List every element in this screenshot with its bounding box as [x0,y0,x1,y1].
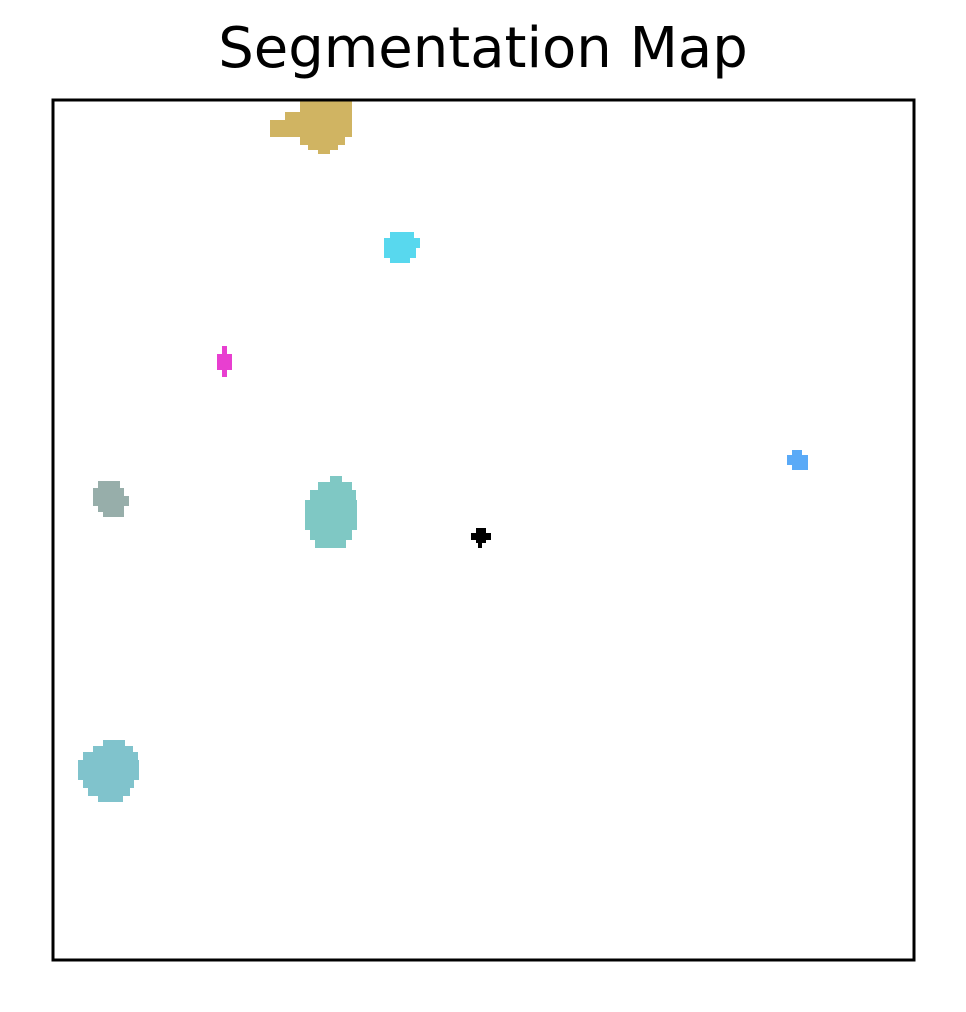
segment-pixel-block [318,150,330,154]
segment-pixel-block [103,512,124,517]
segment-pixel-block [384,248,416,258]
segment-region [384,232,420,263]
segment-region [787,450,808,470]
segment-region [270,100,352,154]
segment-pixel-block [93,488,124,496]
segment-pixel-block [310,530,352,540]
segment-pixel-block [787,455,808,465]
segment-pixel-block [390,258,410,263]
segment-pixel-block [93,746,133,752]
segment-pixel-block [330,476,342,482]
segment-pixel-block [103,740,125,746]
segment-pixel-block [270,120,352,137]
segment-regions [78,100,808,802]
segment-pixel-block [217,354,232,370]
segment-pixel-block [300,100,352,112]
segment-region [305,476,357,548]
segment-pixel-block [98,796,123,802]
segment-pixel-block [310,490,356,500]
segment-pixel-block [98,481,120,488]
segment-pixel-block [78,760,139,780]
segment-pixel-block [83,780,134,788]
segment-pixel-block [792,465,808,470]
segment-pixel-block [83,752,138,760]
segment-pixel-block [478,543,482,548]
segment-pixel-block [222,346,227,354]
segment-pixel-block [308,145,338,150]
segment-pixel-block [315,540,346,548]
plot-frame [51,98,916,962]
segment-pixel-block [98,506,124,512]
segment-region [93,481,129,517]
segment-pixel-block [792,450,802,455]
segment-pixel-block [222,370,227,377]
segment-pixel-block [390,232,414,238]
segment-pixel-block [476,528,486,533]
segment-pixel-block [471,533,491,540]
segment-pixel-block [88,788,130,796]
segment-pixel-block [384,238,420,248]
segment-pixel-block [285,112,352,120]
segment-pixel-block [476,540,486,543]
segment-pixel-block [93,496,129,506]
segment-region [217,346,232,377]
segment-region [471,528,491,548]
chart-title: Segmentation Map [218,16,748,81]
segment-pixel-block [318,482,352,490]
segment-region [78,740,139,802]
segment-pixel-block [300,137,345,145]
segment-pixel-block [305,500,357,530]
